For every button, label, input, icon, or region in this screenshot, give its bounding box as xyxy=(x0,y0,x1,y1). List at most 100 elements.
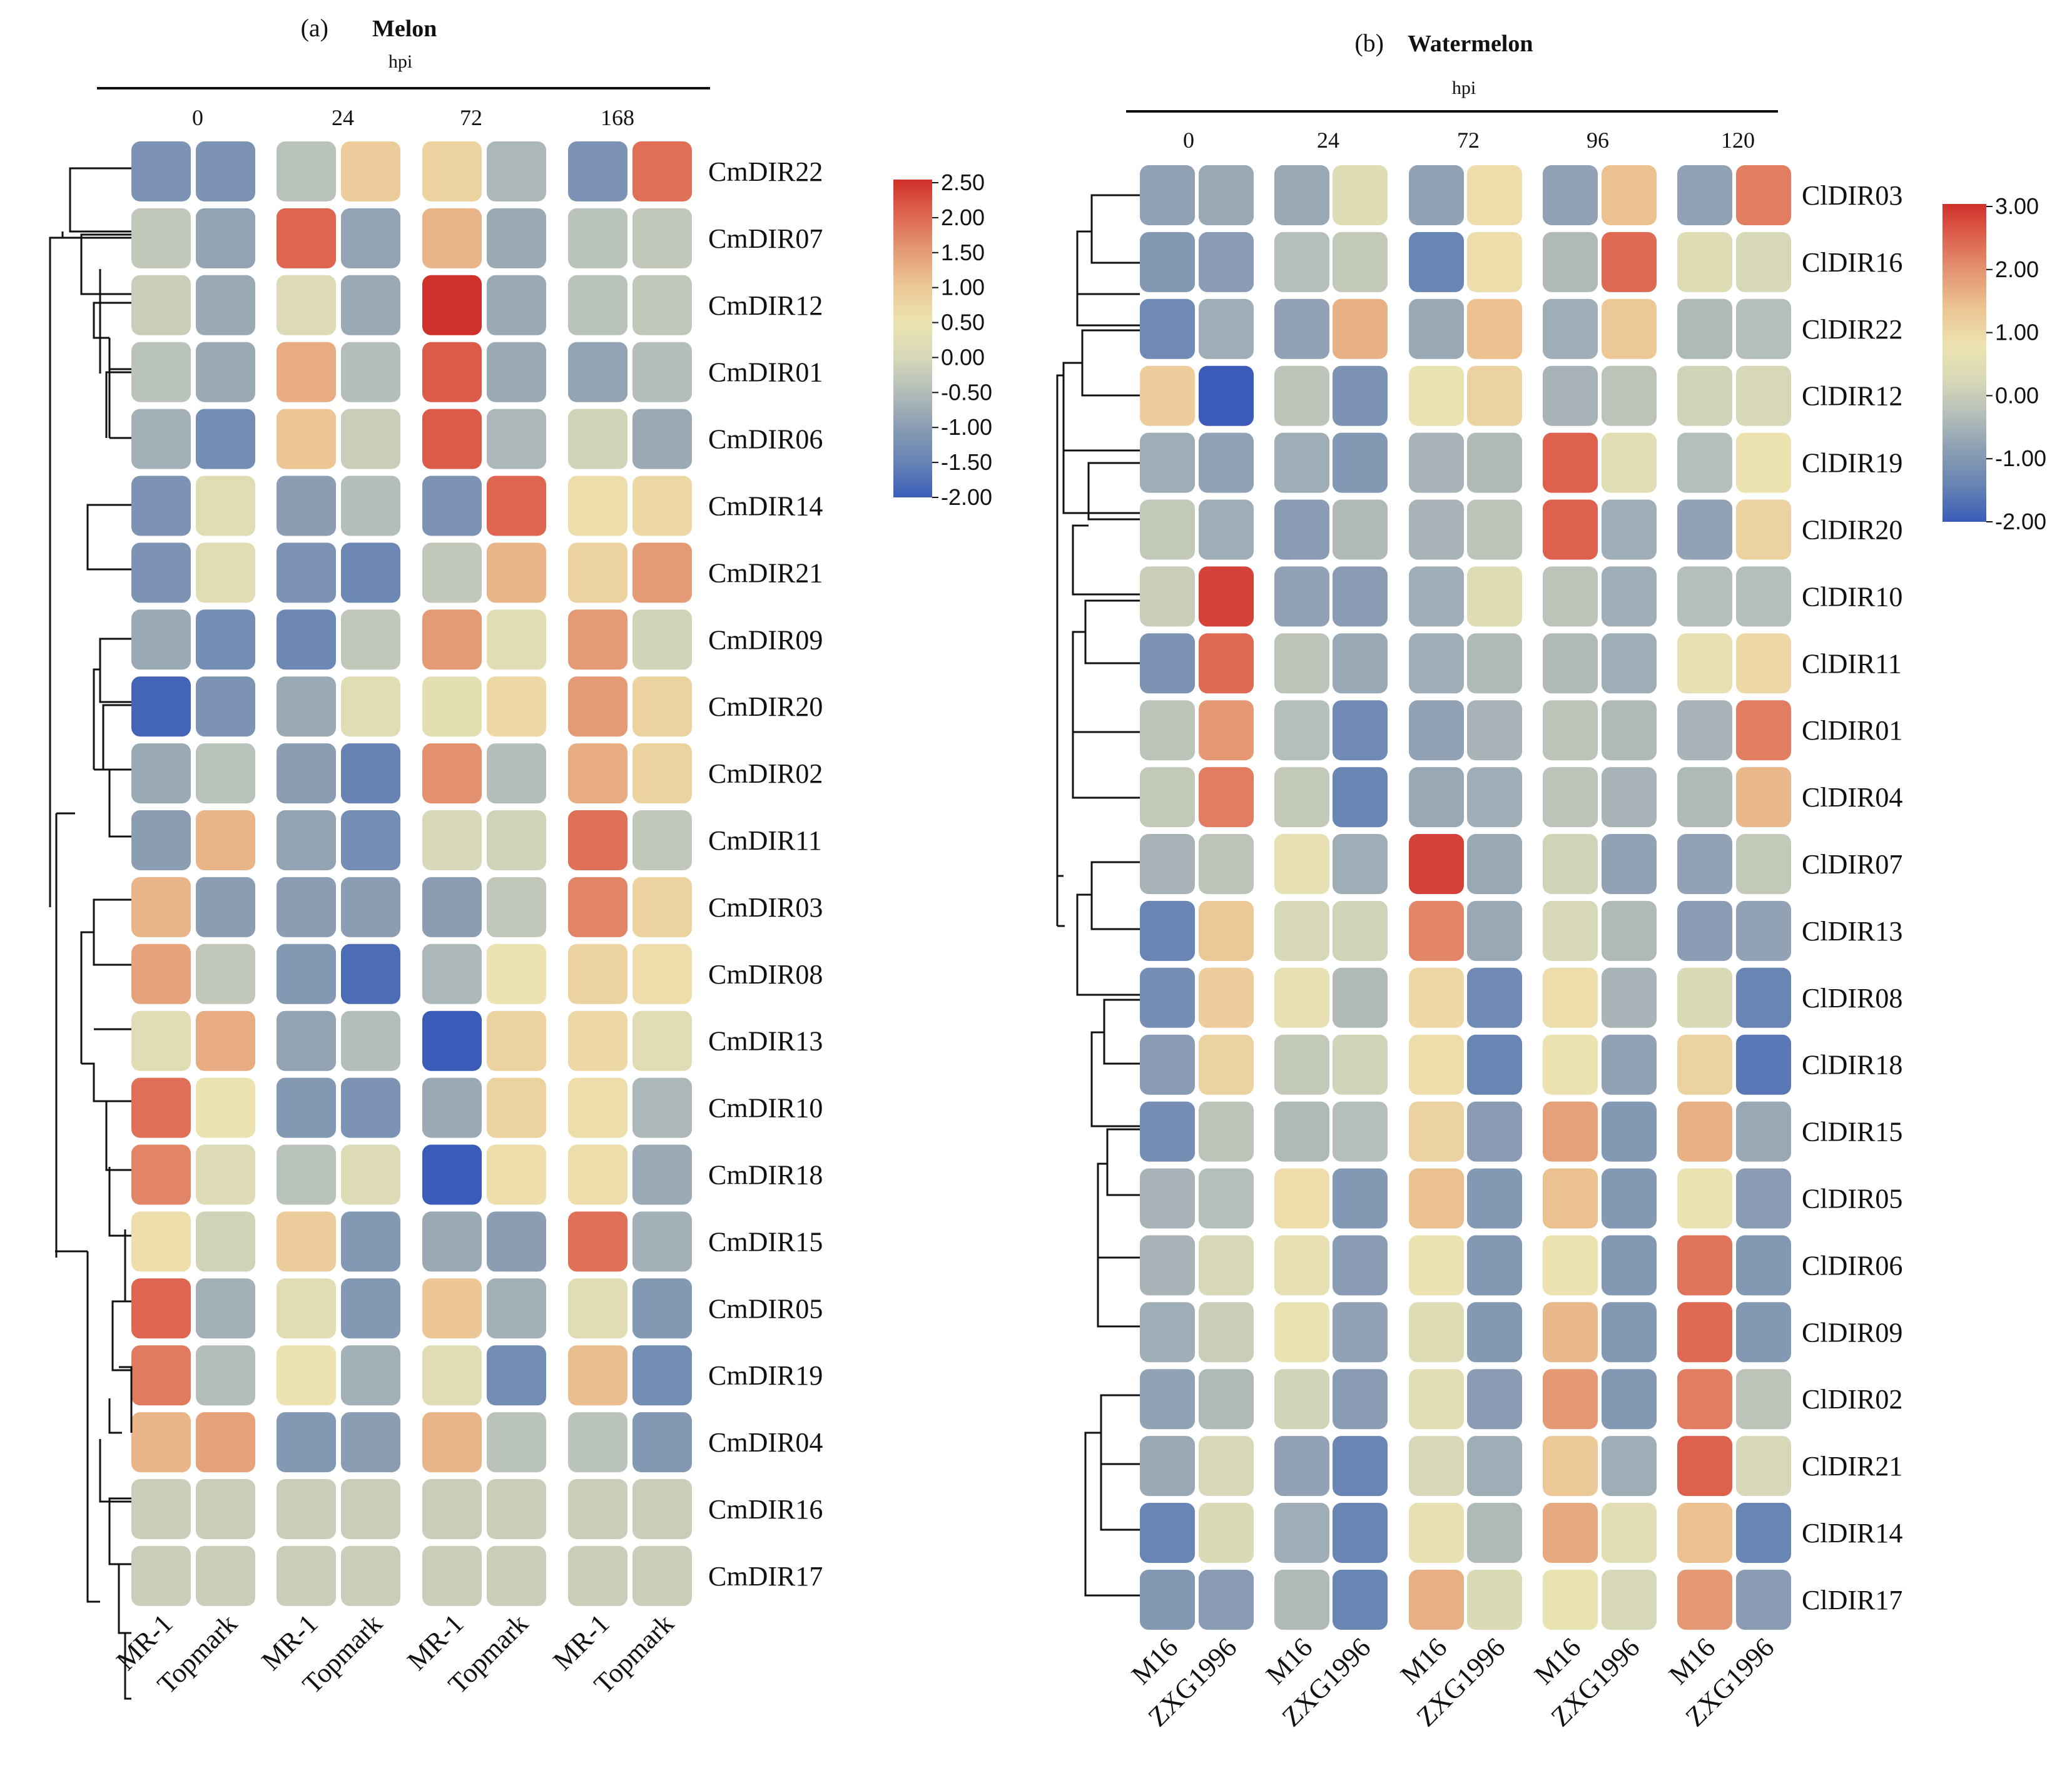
melon-heatmap-cell xyxy=(277,743,336,804)
watermelon-heatmap-cell xyxy=(1602,298,1657,359)
melon-timepoint-label: 168 xyxy=(601,105,634,130)
watermelon-heatmap-cell xyxy=(1467,1369,1522,1430)
melon-heatmap-cell xyxy=(568,943,627,1004)
melon-heatmap-cell xyxy=(341,1077,400,1138)
watermelon-heatmap-cell xyxy=(1199,633,1254,694)
watermelon-heatmap-cell xyxy=(1736,1436,1791,1497)
watermelon-heatmap-cell xyxy=(1199,298,1254,359)
melon-heatmap-cell xyxy=(487,1144,546,1205)
watermelon-heatmap-cell xyxy=(1333,767,1388,828)
melon-heatmap-cell xyxy=(277,476,336,536)
watermelon-heatmap-cell xyxy=(1543,365,1598,426)
watermelon-heatmap-cell xyxy=(1467,1569,1522,1630)
melon-heatmap-cell xyxy=(277,409,336,469)
watermelon-heatmap-cell xyxy=(1677,566,1732,627)
watermelon-heatmap-cell xyxy=(1602,1235,1657,1296)
watermelon-heatmap-cell xyxy=(1543,1436,1598,1497)
melon-heatmap-cell xyxy=(632,1077,692,1138)
melon-heatmap-cell xyxy=(422,1278,482,1339)
melon-heatmap-cell xyxy=(131,1278,191,1339)
watermelon-heatmap-cell xyxy=(1140,1569,1195,1630)
watermelon-heatmap-cell xyxy=(1602,1302,1657,1363)
watermelon-heatmap-cell xyxy=(1199,1168,1254,1229)
melon-heatmap-cell xyxy=(487,1412,546,1473)
melon-heatmap-cell xyxy=(131,877,191,937)
melon-heatmap-cell xyxy=(422,1144,482,1205)
watermelon-heatmap-cell xyxy=(1543,633,1598,694)
watermelon-colorbar-tick-label: 0.00 xyxy=(1995,382,2039,408)
melon-heatmap-cell xyxy=(422,208,482,268)
watermelon-heatmap-cell xyxy=(1333,700,1388,761)
watermelon-heatmap-cell xyxy=(1467,499,1522,560)
melon-heatmap-cell xyxy=(196,409,255,469)
melon-heatmap-cell xyxy=(487,1545,546,1606)
melon-heatmap-cell xyxy=(277,1479,336,1539)
watermelon-heatmap-cell xyxy=(1543,165,1598,225)
watermelon-heatmap-cell xyxy=(1677,1569,1732,1630)
melon-gene-label: CmDIR08 xyxy=(708,959,823,990)
watermelon-heatmap-cell xyxy=(1333,1168,1388,1229)
melon-gene-label: CmDIR03 xyxy=(708,892,823,923)
watermelon-heatmap-cell xyxy=(1677,365,1732,426)
melon-heatmap-cell xyxy=(422,1077,482,1138)
melon-heatmap-cell xyxy=(422,542,482,603)
watermelon-colorbar-gradient xyxy=(1942,204,1986,522)
watermelon-heatmap-cell xyxy=(1677,1369,1732,1430)
melon-gene-label: CmDIR05 xyxy=(708,1293,823,1324)
watermelon-heatmap-cell xyxy=(1409,1436,1464,1497)
watermelon-heatmap-cell xyxy=(1140,967,1195,1028)
watermelon-heatmap-cell xyxy=(1199,700,1254,761)
watermelon-heatmap-cell xyxy=(1543,1569,1598,1630)
melon-heatmap-cell xyxy=(131,1010,191,1071)
melon-panel-letter: (a) xyxy=(301,14,328,42)
melon-heatmap-cell xyxy=(568,208,627,268)
watermelon-heatmap-cell xyxy=(1333,900,1388,961)
watermelon-heatmap-cell xyxy=(1199,967,1254,1028)
melon-heatmap-cell xyxy=(196,1278,255,1339)
watermelon-heatmap-cell xyxy=(1274,700,1329,761)
melon-colorbar-tick-label: 2.50 xyxy=(941,170,985,195)
melon-heatmap-cell xyxy=(277,342,336,402)
watermelon-heatmap-cell xyxy=(1677,834,1732,894)
watermelon-heatmap-cell xyxy=(1140,1302,1195,1363)
watermelon-colorbar-tick-label: 3.00 xyxy=(1995,193,2039,219)
watermelon-heatmap-cell xyxy=(1602,1034,1657,1095)
melon-gene-label: CmDIR07 xyxy=(708,223,823,254)
watermelon-heatmap-cell xyxy=(1602,1436,1657,1497)
melon-heatmap-cell xyxy=(131,476,191,536)
watermelon-heatmap-cell xyxy=(1602,700,1657,761)
watermelon-heatmap-cell xyxy=(1333,1369,1388,1430)
melon-heatmap-cell xyxy=(341,609,400,670)
watermelon-heatmap-cell xyxy=(1274,967,1329,1028)
watermelon-heatmap-cell xyxy=(1467,298,1522,359)
melon-heatmap-cell xyxy=(277,609,336,670)
watermelon-heatmap-cell xyxy=(1602,1168,1657,1229)
watermelon-heatmap-cell xyxy=(1602,900,1657,961)
melon-colorbar-tick-label: -1.00 xyxy=(941,414,992,440)
melon-heatmap-cell xyxy=(422,1345,482,1406)
melon-heatmap-cell xyxy=(487,810,546,870)
melon-heatmap-cell xyxy=(277,1010,336,1071)
watermelon-heatmap-cell xyxy=(1736,1302,1791,1363)
melon-gene-label: CmDIR22 xyxy=(708,156,823,187)
melon-heatmap-cell xyxy=(277,1412,336,1473)
watermelon-heatmap-cell xyxy=(1602,365,1657,426)
watermelon-heatmap-cell xyxy=(1602,1569,1657,1630)
watermelon-gene-label: ClDIR02 xyxy=(1802,1384,1902,1415)
melon-heatmap-cell xyxy=(632,141,692,201)
watermelon-heatmap-cell xyxy=(1409,633,1464,694)
melon-heatmap-cell xyxy=(422,141,482,201)
melon-gene-label: CmDIR11 xyxy=(708,825,822,856)
melon-heatmap-cell xyxy=(632,943,692,1004)
melon-heatmap-cell xyxy=(131,409,191,469)
melon-heatmap-cell xyxy=(487,943,546,1004)
melon-heatmap-cell xyxy=(196,342,255,402)
melon-heatmap-cell xyxy=(196,141,255,201)
watermelon-heatmap-cell xyxy=(1677,1168,1732,1229)
watermelon-heatmap-cell xyxy=(1467,1302,1522,1363)
watermelon-heatmap-cell xyxy=(1677,1302,1732,1363)
melon-heatmap-cell xyxy=(487,1010,546,1071)
watermelon-heatmap-cell xyxy=(1333,365,1388,426)
